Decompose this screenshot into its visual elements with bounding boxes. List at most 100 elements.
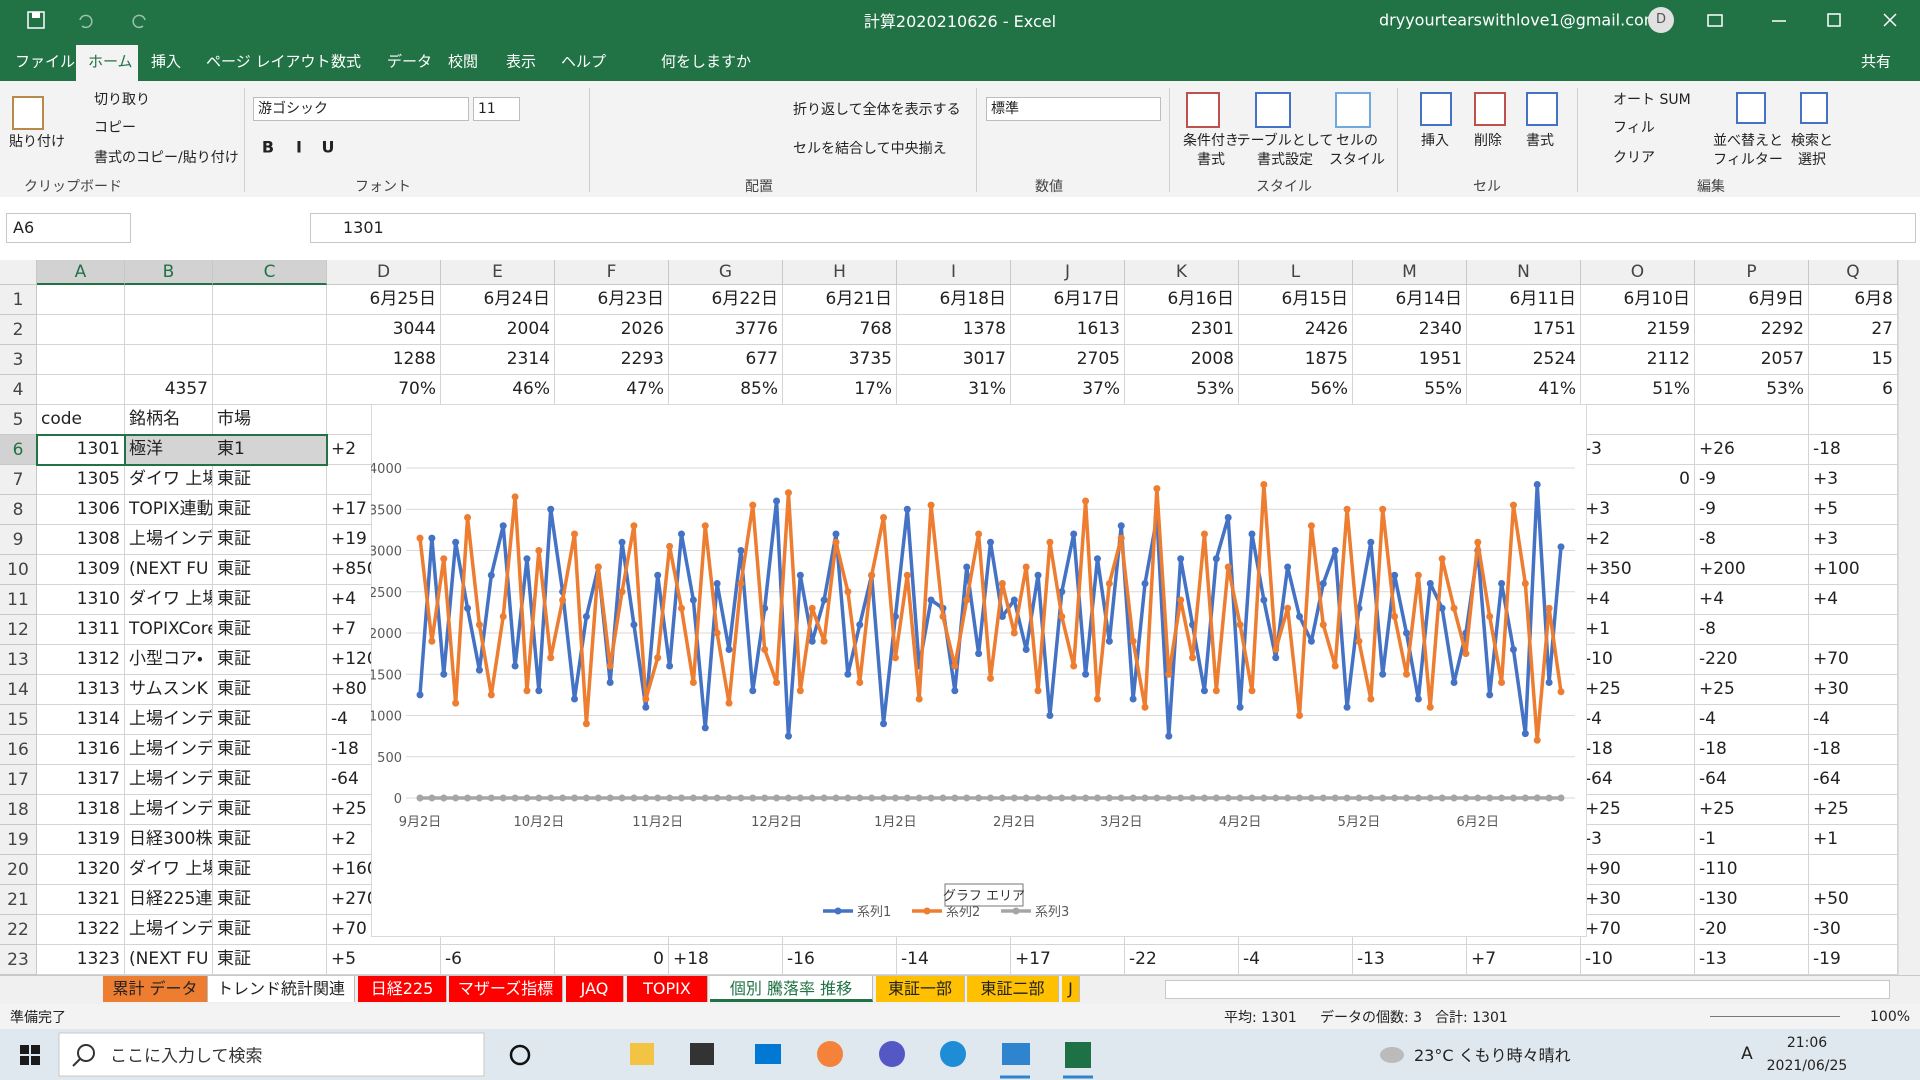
- ribbon-button-label[interactable]: テーブルとして: [1237, 130, 1334, 150]
- sheet-tab[interactable]: 日経225: [358, 976, 447, 1002]
- cell[interactable]: 6月14日: [1353, 285, 1467, 315]
- ribbon-button-label[interactable]: 検索と: [1791, 130, 1833, 150]
- cell[interactable]: 2057: [1695, 345, 1809, 375]
- empty-cell[interactable]: [213, 315, 327, 345]
- cell[interactable]: -18: [1695, 735, 1809, 765]
- ribbon-dropdown[interactable]: 標準: [986, 97, 1161, 121]
- cell[interactable]: -3: [1581, 435, 1695, 465]
- cell[interactable]: -14: [897, 945, 1011, 975]
- row-header[interactable]: 14: [0, 675, 37, 705]
- cell[interactable]: 東証: [213, 945, 327, 975]
- cell[interactable]: 31%: [897, 375, 1011, 405]
- zoom-slider[interactable]: [1710, 1016, 1840, 1017]
- cell[interactable]: 6月17日: [1011, 285, 1125, 315]
- cell[interactable]: 3044: [327, 315, 441, 345]
- cell[interactable]: -8: [1695, 525, 1809, 555]
- cell[interactable]: +4: [1695, 585, 1809, 615]
- ribbon-button-label[interactable]: 書式: [1526, 130, 1554, 150]
- cell[interactable]: 2026: [555, 315, 669, 345]
- column-header[interactable]: M: [1353, 260, 1467, 285]
- cell[interactable]: 3017: [897, 345, 1011, 375]
- cell[interactable]: 1951: [1353, 345, 1467, 375]
- ribbon-button-label[interactable]: フィル: [1613, 117, 1655, 137]
- row-header[interactable]: 13: [0, 645, 37, 675]
- cell[interactable]: +3: [1809, 525, 1898, 555]
- sheet-tab[interactable]: 東証一部: [876, 976, 965, 1002]
- cell[interactable]: 小型コア・: [125, 645, 213, 675]
- cell[interactable]: +30: [1581, 885, 1695, 915]
- ribbon-button-label[interactable]: 削除: [1474, 130, 1502, 150]
- sheet-tab[interactable]: 累計 データ: [103, 976, 208, 1002]
- ribbon-tab[interactable]: ホーム: [88, 51, 133, 72]
- column-header[interactable]: O: [1581, 260, 1695, 285]
- quick-access-toolbar[interactable]: [20, 8, 170, 32]
- cell[interactable]: 1318: [37, 795, 125, 825]
- row-header[interactable]: 6: [0, 435, 37, 465]
- sheet-tab[interactable]: JAQ: [566, 976, 624, 1002]
- cell[interactable]: 1288: [327, 345, 441, 375]
- cell[interactable]: 6月23日: [555, 285, 669, 315]
- cell[interactable]: -3: [1581, 825, 1695, 855]
- ribbon-button-label[interactable]: セルの: [1336, 130, 1378, 150]
- cell[interactable]: 銘柄名: [125, 405, 213, 435]
- ribbon-button-label[interactable]: オート SUM: [1613, 89, 1691, 109]
- cell[interactable]: +70: [1581, 915, 1695, 945]
- ribbon-button-label[interactable]: 書式のコピー/貼り付け: [94, 147, 239, 167]
- cell[interactable]: 6: [1809, 375, 1898, 405]
- column-header[interactable]: I: [897, 260, 1011, 285]
- cell[interactable]: +18: [669, 945, 783, 975]
- cell[interactable]: 1751: [1467, 315, 1581, 345]
- cell[interactable]: -130: [1695, 885, 1809, 915]
- ribbon-dropdown[interactable]: 游ゴシック: [253, 97, 469, 121]
- cell[interactable]: -18: [1809, 435, 1898, 465]
- cell[interactable]: 市場: [213, 405, 327, 435]
- ribbon-button-label[interactable]: フィルター: [1713, 149, 1783, 169]
- cell[interactable]: 上場インデ: [125, 795, 213, 825]
- cell[interactable]: ダイワ 上場: [125, 585, 213, 615]
- empty-cell[interactable]: [37, 285, 125, 315]
- cell[interactable]: +25: [1695, 795, 1809, 825]
- empty-cell[interactable]: [1809, 615, 1898, 645]
- column-header[interactable]: J: [1011, 260, 1125, 285]
- cell[interactable]: 1317: [37, 765, 125, 795]
- empty-cell[interactable]: [125, 285, 213, 315]
- row-header[interactable]: 8: [0, 495, 37, 525]
- row-header[interactable]: 21: [0, 885, 37, 915]
- row-header[interactable]: 11: [0, 585, 37, 615]
- cell[interactable]: 上場インデ: [125, 525, 213, 555]
- cell[interactable]: 47%: [555, 375, 669, 405]
- cell[interactable]: +17: [1011, 945, 1125, 975]
- ribbon-tab[interactable]: 表示: [506, 51, 536, 72]
- ribbon-button-label[interactable]: 書式: [1197, 149, 1225, 169]
- ribbon-button-label[interactable]: 並べ替えと: [1713, 130, 1783, 150]
- cell[interactable]: +1: [1581, 615, 1695, 645]
- formula-input[interactable]: 1301: [310, 213, 1916, 243]
- cell[interactable]: 東証: [213, 615, 327, 645]
- cell[interactable]: 1310: [37, 585, 125, 615]
- ribbon-button-label[interactable]: U: [322, 138, 335, 157]
- cell[interactable]: +5: [1809, 495, 1898, 525]
- cell[interactable]: -16: [783, 945, 897, 975]
- cell[interactable]: +350: [1581, 555, 1695, 585]
- sheet-tab[interactable]: 東証二部: [967, 976, 1059, 1002]
- cell[interactable]: +5: [327, 945, 441, 975]
- ribbon-tab[interactable]: 数式: [331, 51, 361, 72]
- cell[interactable]: -8: [1695, 615, 1809, 645]
- cell[interactable]: 1306: [37, 495, 125, 525]
- cell[interactable]: 6月8: [1809, 285, 1898, 315]
- cell[interactable]: -4: [1581, 705, 1695, 735]
- cell[interactable]: -64: [1695, 765, 1809, 795]
- cell[interactable]: 1322: [37, 915, 125, 945]
- cell[interactable]: 6月21日: [783, 285, 897, 315]
- cell[interactable]: 1305: [37, 465, 125, 495]
- ribbon-tab[interactable]: ヘルプ: [561, 51, 606, 72]
- column-header[interactable]: L: [1239, 260, 1353, 285]
- cell[interactable]: 6月22日: [669, 285, 783, 315]
- row-header[interactable]: 3: [0, 345, 37, 375]
- cell[interactable]: -19: [1809, 945, 1898, 975]
- cell[interactable]: -4: [1695, 705, 1809, 735]
- cell[interactable]: 1313: [37, 675, 125, 705]
- empty-cell[interactable]: [37, 315, 125, 345]
- cell[interactable]: 0: [1581, 465, 1695, 495]
- cell[interactable]: 2004: [441, 315, 555, 345]
